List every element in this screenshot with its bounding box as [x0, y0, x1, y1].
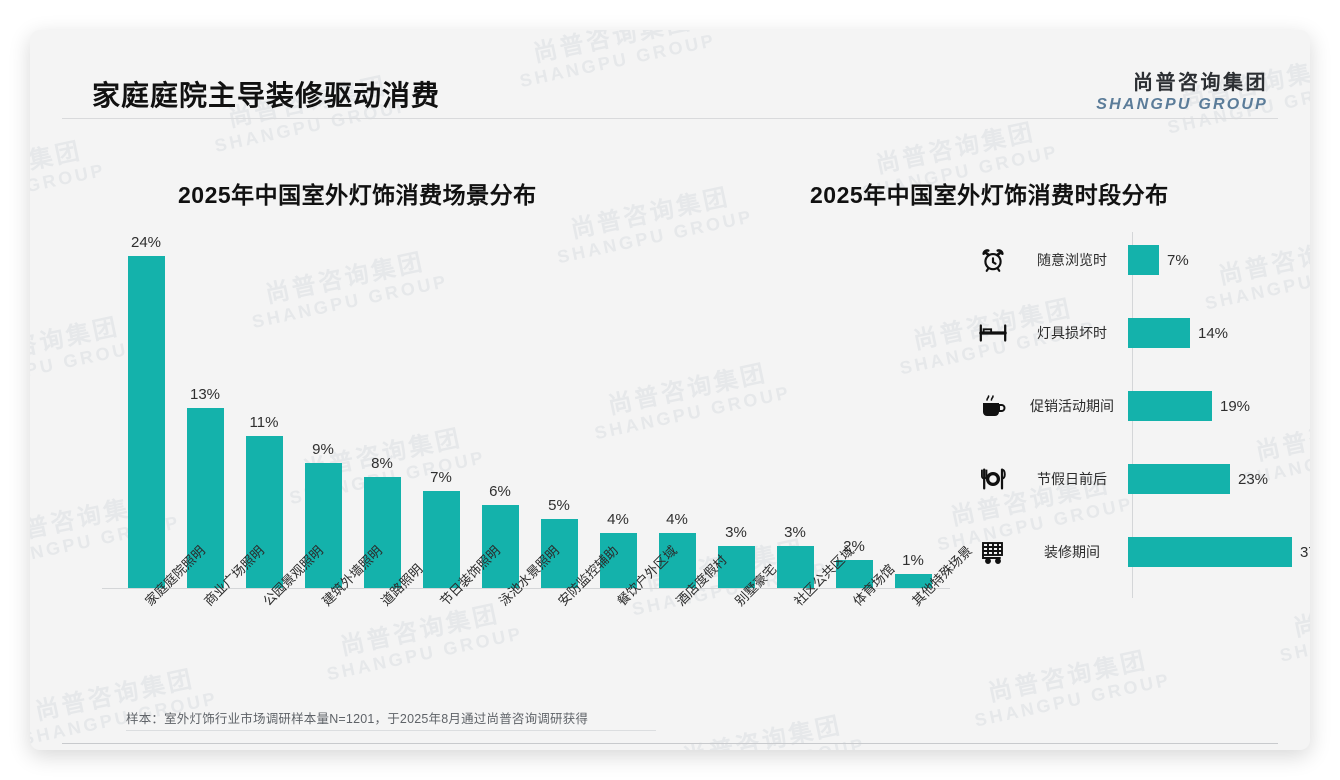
bar-value-label: 4% [666, 511, 688, 528]
bar-value-label: 1% [902, 552, 924, 569]
bar [1128, 245, 1159, 275]
bar-column: 7% [411, 469, 471, 588]
shopping-cart-icon [970, 535, 1016, 569]
bar-value-label: 3% [725, 524, 747, 541]
bar-value-label: 9% [312, 441, 334, 458]
bar-column: 24% [116, 234, 176, 588]
scene-distribution-chart: 24% 13% 11% 9% 8% 7% 6% 5% 4% 4% 3% 3% 2% 1% 家庭庭院照明 商业… [92, 228, 975, 668]
time-distribution-row: 灯具损坏时 14% [970, 311, 1290, 355]
logo-english-text: SHANGPU GROUP [1096, 96, 1268, 113]
row-bar-wrapper: 37% [1128, 537, 1310, 567]
bar-value-label: 7% [1167, 251, 1189, 269]
bar [540, 519, 578, 588]
bar [363, 477, 401, 588]
bar-value-label: 2% [843, 538, 865, 555]
row-category-label: 节假日前后 [1037, 471, 1107, 487]
bar-value-label: 11% [249, 414, 279, 431]
footer-copyright: ©2025.10 SHANGPU GROUP [80, 749, 249, 750]
bar-column: 4% [647, 511, 707, 588]
time-distribution-row: 节假日前后 23% [970, 457, 1290, 501]
time-distribution-chart: 随意浏览时 7% 灯具损坏时 14% 促销活动期间 19% 节假日前后 23% 装修期间 37% [970, 232, 1310, 638]
footnote-divider [126, 730, 656, 731]
bar-column: 9% [293, 441, 353, 588]
time-distribution-row: 装修期间 37% [970, 530, 1310, 574]
bar [1128, 391, 1212, 421]
bar-value-label: 7% [430, 469, 452, 486]
footer-divider [62, 743, 1278, 744]
page-title: 家庭庭院主导装修驱动消费 [92, 80, 441, 111]
footer-website: www.shangpu-china.com [1127, 749, 1266, 750]
row-category-label: 随意浏览时 [1037, 252, 1107, 268]
left-chart-plot: 24% 13% 11% 9% 8% 7% 6% 5% 4% 4% 3% 3% 2% 1% [102, 228, 942, 588]
bar-value-label: 4% [607, 511, 629, 528]
logo-chinese-text: 尚普咨询集团 [1133, 72, 1268, 94]
bar-column: 3% [706, 524, 766, 588]
dining-plate-icon [970, 462, 1016, 496]
bar-value-label: 23% [1238, 470, 1269, 488]
bar [894, 574, 932, 588]
footnote-text: 样本：室外灯饰行业市场调研样本量N=1201，于2025年8月通过尚普咨询调研获… [126, 712, 589, 726]
bar [422, 491, 460, 588]
row-bar-wrapper: 14% [1128, 318, 1228, 348]
bar-value-label: 14% [1198, 324, 1229, 342]
slide-header: 家庭庭院主导装修驱动消费 尚普咨询集团 SHANGPU GROUP [30, 30, 1310, 118]
bar-value-label: 24% [130, 234, 162, 251]
row-bar-wrapper: 7% [1128, 245, 1189, 275]
charts-area: 2025年中国室外灯饰消费场景分布 24% 13% 11% 9% 8% 7% 6% 5% 4% 4… [30, 118, 1310, 678]
bar-value-label: 13% [189, 386, 221, 403]
bar-column: 4% [588, 511, 648, 588]
bar-column: 8% [352, 455, 412, 588]
bar [304, 463, 342, 588]
time-distribution-row: 随意浏览时 7% [970, 238, 1290, 282]
coffee-cup-icon [970, 389, 1016, 423]
bar [245, 436, 283, 588]
row-bar-wrapper: 23% [1128, 464, 1268, 494]
row-category-label: 装修期间 [1044, 544, 1100, 560]
bar-value-label: 19% [1220, 397, 1251, 415]
bar-value-label: 37% [1300, 543, 1310, 561]
bed-icon [970, 316, 1016, 350]
bar [717, 546, 755, 588]
header-divider [62, 118, 1278, 119]
bar-column: 3% [765, 524, 825, 588]
bar-value-label: 6% [489, 483, 511, 500]
bar [776, 546, 814, 588]
brand-logo: 尚普咨询集团 SHANGPU GROUP [1096, 66, 1268, 114]
time-distribution-row: 促销活动期间 19% [970, 384, 1290, 428]
bar [186, 408, 224, 588]
bar-column: 1% [883, 552, 943, 588]
left-chart-title: 2025年中国室外灯饰消费场景分布 [178, 182, 537, 208]
bar-value-label: 8% [371, 455, 393, 472]
bar [835, 560, 873, 588]
bar [599, 533, 637, 588]
row-category-label: 促销活动期间 [1030, 398, 1114, 414]
bar [1128, 537, 1292, 567]
bar [481, 505, 519, 588]
row-bar-wrapper: 19% [1128, 391, 1250, 421]
bar-column: 2% [824, 538, 884, 588]
right-chart-title: 2025年中国室外灯饰消费时段分布 [810, 182, 1169, 208]
left-chart-axis-line [102, 588, 950, 589]
row-category-label: 灯具损坏时 [1037, 325, 1107, 341]
bar [127, 256, 165, 588]
bar [1128, 318, 1190, 348]
bar-column: 6% [470, 483, 530, 588]
bar-value-label: 3% [784, 524, 806, 541]
alarm-clock-icon [970, 243, 1016, 277]
bar [658, 533, 696, 588]
bar-column: 11% [234, 414, 294, 588]
bar-value-label: 5% [548, 497, 570, 514]
bar-column: 5% [529, 497, 589, 588]
bar-column: 13% [175, 386, 235, 588]
bar [1128, 464, 1230, 494]
